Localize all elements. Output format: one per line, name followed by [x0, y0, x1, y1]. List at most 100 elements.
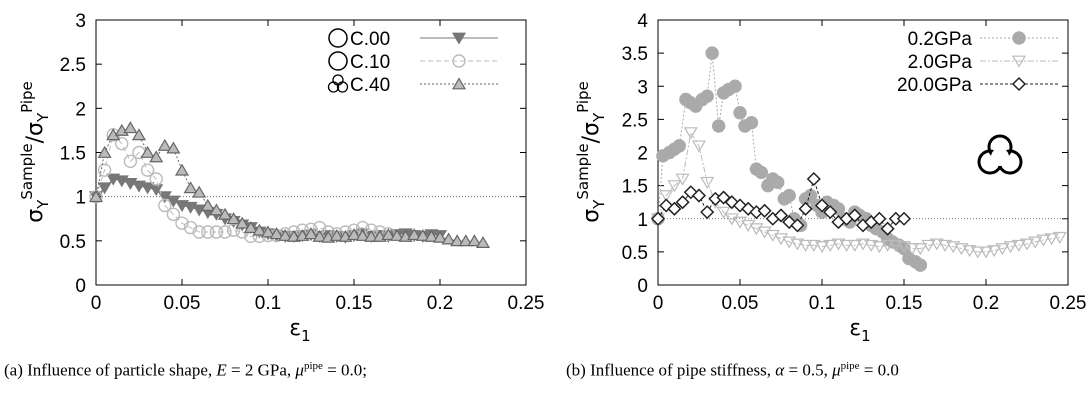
- data-point: [806, 171, 821, 187]
- data-point: [1011, 239, 1026, 252]
- legend-marker: [452, 54, 466, 68]
- data-point: [441, 232, 456, 245]
- data-point: [672, 139, 687, 153]
- data-point: [913, 243, 928, 256]
- legend-marker: [1011, 76, 1027, 92]
- data-point: [140, 163, 155, 177]
- data-point: [962, 245, 977, 258]
- data-point: [115, 136, 129, 151]
- data-point: [929, 238, 944, 251]
- data-point: [744, 115, 759, 130]
- legend-label-c10: C.10: [350, 52, 390, 73]
- data-point: [278, 228, 293, 241]
- circle-icon: [328, 28, 348, 48]
- data-point: [364, 229, 379, 242]
- data-point: [226, 223, 241, 237]
- y-tick-label: 1.5: [622, 177, 648, 198]
- data-point: [200, 198, 215, 211]
- legend-marker: [451, 32, 467, 45]
- data-point: [814, 198, 830, 213]
- data-point: [700, 205, 715, 220]
- data-point: [355, 228, 370, 241]
- data-point: [217, 207, 233, 220]
- x-tick-label: 0.15: [886, 293, 923, 314]
- y-axis-label-b: σYSample/σYPipe: [574, 81, 608, 223]
- legend-label: 2.0GPa: [908, 52, 973, 73]
- data-point: [97, 163, 112, 177]
- data-point: [864, 239, 879, 252]
- data-point: [1003, 241, 1018, 254]
- data-point: [123, 121, 138, 134]
- data-point: [790, 238, 805, 251]
- data-point: [970, 246, 985, 259]
- data-point: [201, 225, 215, 239]
- legend-label-c00: C.00: [350, 29, 390, 50]
- data-point: [798, 201, 813, 216]
- x-tick-label: 0: [91, 293, 102, 314]
- data-point: [896, 211, 912, 226]
- legend-marker: [1011, 55, 1027, 68]
- data-point: [157, 138, 172, 151]
- data-point: [312, 229, 327, 242]
- data-point: [733, 106, 747, 120]
- x-tick-label: 0.1: [255, 293, 281, 314]
- data-point: [140, 145, 155, 158]
- data-point: [303, 227, 319, 240]
- y-tick-label: 2.5: [60, 55, 86, 76]
- data-point: [847, 239, 862, 252]
- data-point: [987, 245, 1002, 258]
- data-point: [773, 208, 789, 223]
- data-point: [166, 207, 181, 222]
- x-tick-label: 0.1: [809, 293, 835, 314]
- y-tick-label: 2: [637, 144, 648, 165]
- data-point: [667, 180, 682, 193]
- data-point: [905, 243, 920, 256]
- y-tick-label: 0: [75, 276, 86, 297]
- data-point: [880, 221, 895, 236]
- data-point: [432, 230, 448, 243]
- data-point: [218, 225, 232, 239]
- data-point: [131, 128, 147, 141]
- data-point: [381, 228, 396, 241]
- data-point: [166, 141, 181, 154]
- data-point: [123, 154, 138, 169]
- legend-marker: [1012, 31, 1026, 45]
- data-point: [782, 236, 797, 249]
- data-point: [149, 172, 163, 186]
- x-tick-label: 0.25: [508, 293, 545, 314]
- y-tick-label: 3: [75, 11, 86, 32]
- y-tick-label: 1: [637, 210, 648, 231]
- x-tick-label: 0.05: [722, 293, 759, 314]
- data-point: [757, 203, 772, 218]
- data-point: [192, 225, 206, 239]
- data-point: [659, 190, 674, 203]
- data-point: [847, 208, 862, 223]
- data-point: [260, 225, 276, 238]
- caption-b: (b) Influence of pipe stiffness, α = 0.5…: [566, 360, 899, 380]
- data-point: [921, 239, 936, 252]
- data-point: [389, 228, 405, 241]
- data-point: [149, 150, 164, 163]
- data-point: [782, 188, 796, 203]
- y-tick-label: 2.5: [622, 110, 648, 131]
- legend-marker: [451, 77, 467, 90]
- data-point: [888, 239, 903, 252]
- data-point: [711, 119, 726, 133]
- data-point: [1028, 236, 1043, 249]
- x-tick-label: 0.2: [427, 293, 453, 314]
- data-point: [235, 216, 250, 229]
- data-point: [252, 223, 267, 236]
- data-point: [872, 211, 887, 226]
- data-point: [700, 176, 715, 189]
- y-tick-label: 0: [637, 276, 648, 297]
- x-axis-label-b: ε1: [849, 316, 870, 345]
- y-tick-label: 1.5: [60, 144, 86, 165]
- circle-icon: [328, 51, 348, 71]
- data-point: [183, 220, 198, 235]
- y-tick-label: 0.5: [60, 232, 86, 253]
- data-point: [823, 205, 838, 220]
- data-point: [978, 246, 994, 259]
- y-tick-label: 0.5: [622, 243, 648, 264]
